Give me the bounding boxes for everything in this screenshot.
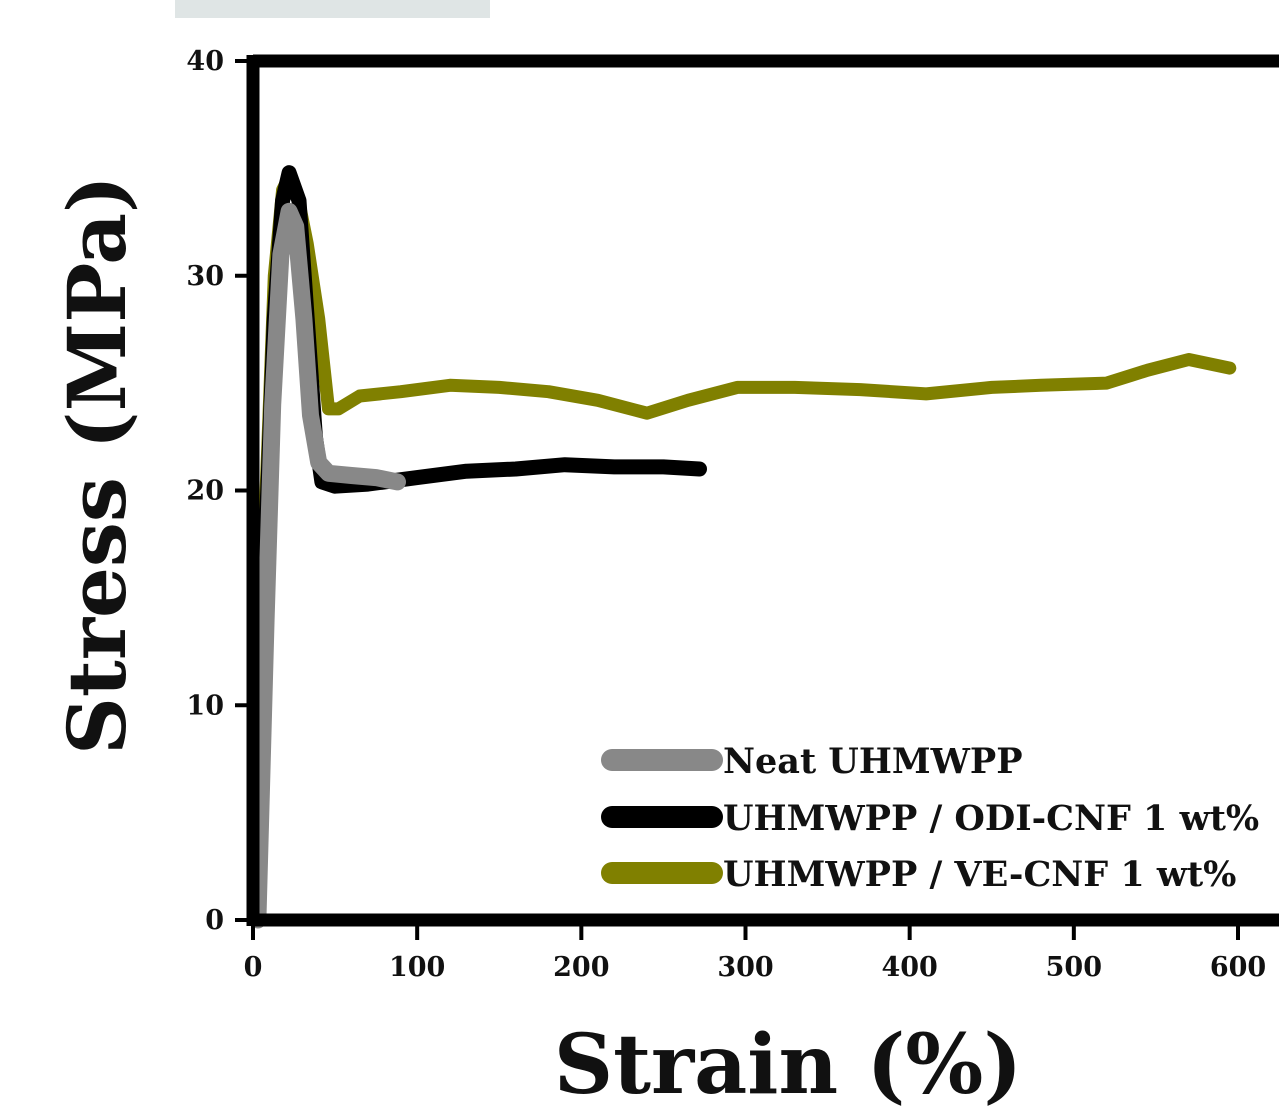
series-line-neat-uhmwpp	[249, 202, 406, 929]
legend-label-neat-uhmwpp: Neat UHMWPP	[723, 741, 1023, 782]
legend: Neat UHMWPP UHMWPP / ODI-CNF 1 wt% UHMWPP …	[601, 741, 1259, 895]
y-tick-label-0: 0	[205, 905, 224, 936]
y-tick-label-10: 10	[186, 690, 224, 721]
x-tick-label-400: 400	[881, 952, 937, 983]
x-axis-title: Strain (%)	[554, 1017, 1022, 1113]
x-tick-label-300: 300	[717, 952, 773, 983]
legend-label-uhmwpp-odi-cnf-1-wt: UHMWPP / ODI-CNF 1 wt%	[723, 798, 1259, 839]
x-tick-label-600: 600	[1210, 952, 1266, 983]
y-tick-label-40: 40	[186, 46, 224, 77]
x-tick-label-500: 500	[1046, 952, 1102, 983]
legend-label-uhmwpp-ve-cnf-1-wt: UHMWPP / VE-CNF 1 wt%	[723, 854, 1236, 895]
axes: 0 100 200 300 400 500 600 0 10 20 30 40	[186, 46, 1279, 983]
header-bar	[175, 0, 490, 18]
plot-area	[249, 165, 1237, 929]
y-tick-label-30: 30	[186, 261, 224, 292]
y-tick-label-20: 20	[186, 476, 224, 507]
x-tick-label-200: 200	[553, 952, 609, 983]
x-tick-label-0: 0	[244, 952, 263, 983]
x-tick-label-100: 100	[389, 952, 445, 983]
y-axis-title: Stress (MPa)	[50, 175, 144, 755]
